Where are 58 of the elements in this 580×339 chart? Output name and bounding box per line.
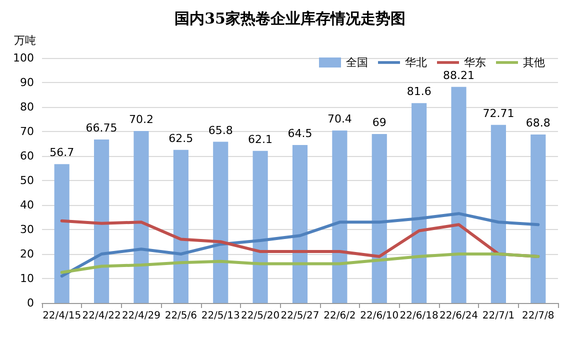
bar (530, 134, 546, 303)
bar (332, 130, 348, 303)
y-tick-label: 60 (20, 150, 34, 162)
data-label: 66.75 (86, 121, 118, 134)
bar (54, 164, 70, 303)
x-tick-label: 22/5/13 (201, 310, 240, 322)
data-label: 65.8 (208, 124, 233, 137)
legend-label: 华北 (405, 56, 427, 69)
x-tick-label: 22/4/22 (82, 310, 121, 322)
bar (94, 139, 110, 303)
x-tick-label: 22/4/15 (42, 310, 82, 322)
y-tick-label: 50 (20, 174, 34, 187)
bar (213, 142, 228, 303)
bar (451, 86, 466, 303)
bar (134, 131, 149, 303)
x-tick-label: 22/6/10 (360, 310, 399, 322)
y-tick-label: 80 (20, 100, 34, 114)
legend-label: 全国 (346, 56, 368, 69)
x-tick-label: 22/6/18 (400, 310, 438, 322)
data-label: 70.4 (327, 112, 352, 126)
x-tick-label: 22/5/6 (164, 310, 198, 322)
y-tick-label: 20 (20, 248, 34, 260)
legend-label: 华东 (464, 56, 486, 69)
data-label: 70.2 (128, 113, 154, 126)
y-tick-label: 0 (27, 296, 34, 310)
y-tick-label: 70 (20, 125, 34, 138)
chart-title: 国内35家热卷企业库存情况走势图 (174, 10, 406, 28)
y-axis-title: 万吨 (14, 34, 36, 47)
x-tick-label: 22/6/24 (439, 310, 478, 322)
bar (412, 103, 427, 303)
y-tick-label: 30 (20, 223, 34, 236)
line-series (60, 212, 540, 278)
data-label: 56.7 (50, 146, 74, 160)
line-series (60, 252, 540, 274)
x-tick-label: 22/5/20 (241, 310, 280, 322)
x-tick-label: 22/4/29 (122, 310, 161, 322)
y-tick-label: 10 (20, 272, 34, 285)
bar (252, 150, 268, 303)
data-label: 68.8 (526, 116, 550, 130)
data-label: 69 (372, 116, 386, 129)
y-tick-label: 100 (13, 52, 34, 64)
data-label: 64.5 (288, 126, 312, 140)
legend-label: 其他 (523, 56, 545, 69)
bar (372, 134, 387, 303)
data-label: 62.5 (168, 132, 194, 145)
bar (490, 124, 506, 303)
data-label: 72.71 (482, 106, 514, 120)
x-tick-label: 22/7/1 (482, 310, 515, 322)
y-tick-label: 90 (20, 76, 34, 89)
data-label: 88.21 (443, 68, 475, 82)
bar (173, 150, 188, 303)
x-tick-label: 22/6/2 (324, 310, 356, 322)
data-label: 81.6 (406, 85, 432, 98)
y-tick-label: 40 (20, 198, 34, 212)
x-tick-label: 22/7/8 (522, 310, 554, 322)
bar (292, 144, 308, 303)
x-tick-label: 22/5/27 (280, 310, 320, 322)
data-label: 62.1 (248, 132, 273, 146)
